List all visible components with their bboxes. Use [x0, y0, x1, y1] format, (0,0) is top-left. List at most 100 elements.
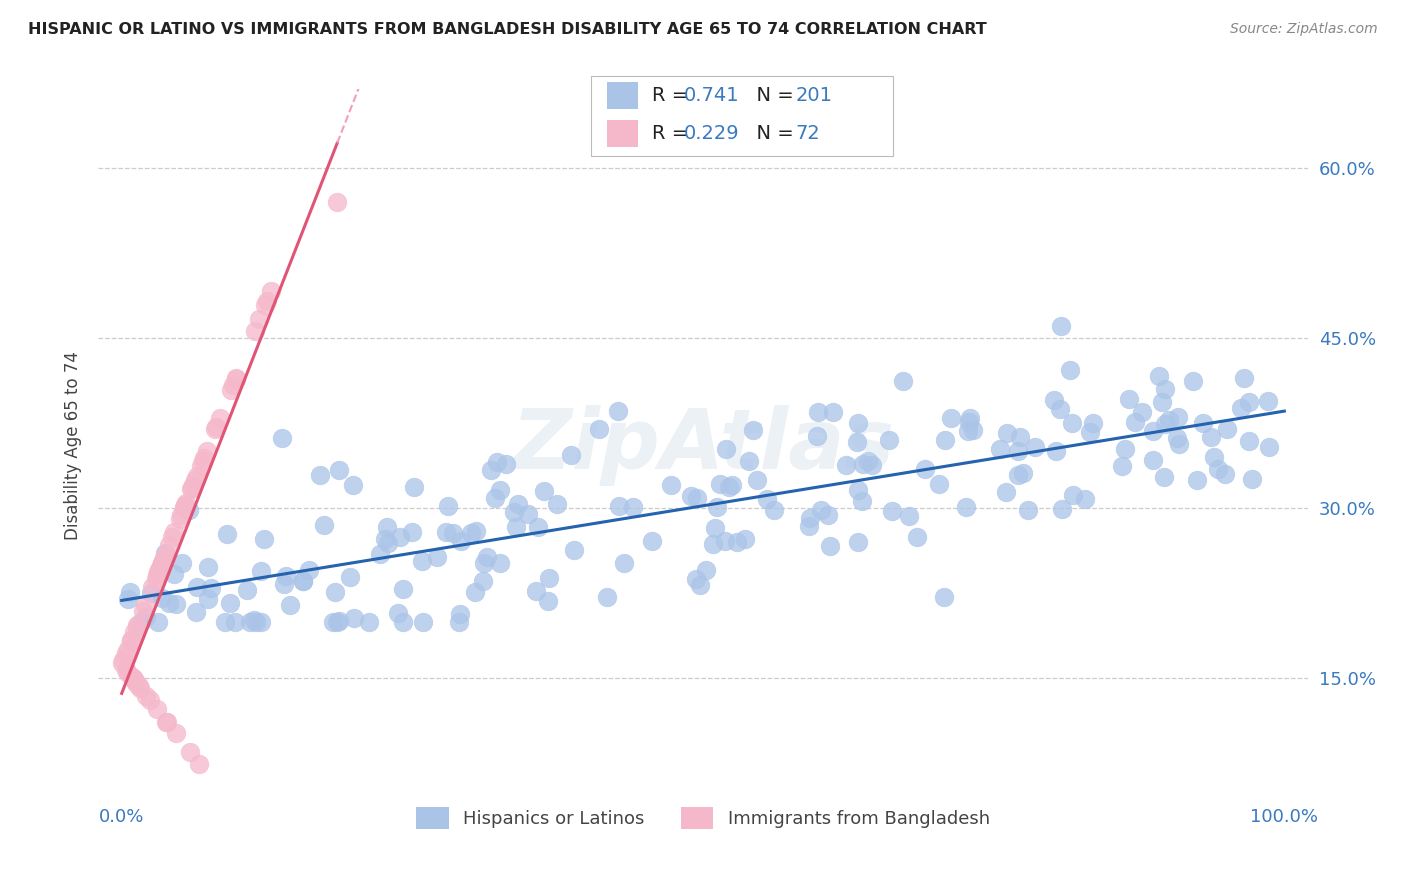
Point	[447, 615, 470, 629]
Point	[704, 521, 727, 535]
Point	[891, 374, 914, 388]
Point	[464, 524, 486, 539]
Point	[533, 483, 555, 498]
Point	[1017, 503, 1039, 517]
Point	[174, 496, 197, 510]
Point	[374, 533, 396, 547]
Point	[162, 530, 184, 544]
Point	[186, 580, 208, 594]
Point	[121, 670, 143, 684]
Text: R =: R =	[652, 86, 695, 105]
Point	[846, 417, 869, 431]
Point	[1049, 402, 1071, 417]
Point	[734, 533, 756, 547]
Point	[225, 371, 247, 385]
Point	[1257, 393, 1279, 408]
Point	[1142, 424, 1164, 438]
Point	[716, 442, 738, 457]
Point	[1050, 319, 1073, 334]
Point	[153, 546, 176, 560]
Point	[527, 520, 550, 534]
Point	[180, 481, 202, 495]
Point	[516, 508, 538, 522]
Point	[292, 574, 315, 588]
Point	[1202, 450, 1225, 465]
Point	[163, 566, 186, 581]
Point	[200, 581, 222, 595]
Point	[115, 663, 138, 677]
Point	[180, 483, 202, 497]
Point	[309, 468, 332, 483]
Point	[613, 556, 636, 570]
Point	[718, 480, 741, 494]
Point	[880, 504, 903, 518]
Y-axis label: Disability Age 65 to 74: Disability Age 65 to 74	[63, 351, 82, 541]
Point	[1229, 401, 1251, 416]
Point	[450, 533, 472, 548]
Point	[934, 433, 956, 447]
Point	[117, 641, 139, 656]
Point	[806, 429, 828, 443]
Point	[170, 508, 193, 522]
Point	[1123, 415, 1146, 429]
Text: Source: ZipAtlas.com: Source: ZipAtlas.com	[1230, 22, 1378, 37]
Text: HISPANIC OR LATINO VS IMMIGRANTS FROM BANGLADESH DISABILITY AGE 65 TO 74 CORRELA: HISPANIC OR LATINO VS IMMIGRANTS FROM BA…	[28, 22, 987, 37]
Point	[1050, 501, 1073, 516]
Point	[242, 613, 264, 627]
Point	[914, 462, 936, 476]
Point	[845, 434, 868, 449]
Point	[249, 565, 271, 579]
Point	[817, 508, 839, 523]
Point	[1024, 440, 1046, 454]
Point	[208, 411, 231, 425]
Point	[596, 591, 619, 605]
Point	[157, 538, 180, 552]
Point	[1150, 395, 1173, 409]
Point	[1060, 416, 1083, 430]
Point	[685, 572, 707, 586]
Point	[426, 550, 449, 565]
Point	[120, 633, 142, 648]
Point	[148, 564, 170, 578]
Point	[763, 503, 786, 517]
Point	[464, 585, 486, 599]
Point	[152, 554, 174, 568]
Point	[326, 195, 349, 210]
Point	[1166, 431, 1188, 445]
Point	[254, 298, 277, 312]
Point	[1081, 416, 1104, 430]
Point	[810, 503, 832, 517]
Point	[437, 499, 460, 513]
Point	[1199, 430, 1222, 444]
Point	[714, 533, 737, 548]
Point	[150, 556, 173, 570]
Text: N =: N =	[744, 124, 800, 144]
Point	[259, 285, 281, 299]
Point	[163, 524, 186, 539]
Point	[120, 633, 142, 648]
Point	[495, 457, 517, 471]
Point	[375, 520, 398, 534]
Point	[472, 574, 495, 588]
Point	[128, 679, 150, 693]
Point	[1062, 488, 1084, 502]
Point	[957, 424, 980, 438]
Point	[505, 520, 527, 534]
Point	[702, 536, 724, 550]
Point	[481, 463, 503, 477]
Point	[659, 478, 682, 492]
Point	[932, 590, 955, 604]
Legend: Hispanics or Latinos, Immigrants from Bangladesh: Hispanics or Latinos, Immigrants from Ba…	[409, 800, 997, 837]
Point	[741, 424, 763, 438]
Point	[1118, 392, 1140, 407]
Point	[149, 560, 172, 574]
Point	[298, 563, 321, 577]
Point	[475, 549, 498, 564]
Point	[686, 491, 709, 505]
Point	[193, 450, 215, 465]
Point	[157, 596, 180, 610]
Point	[797, 519, 820, 533]
Point	[1239, 434, 1261, 449]
Point	[1216, 421, 1239, 435]
Point	[1258, 440, 1281, 454]
